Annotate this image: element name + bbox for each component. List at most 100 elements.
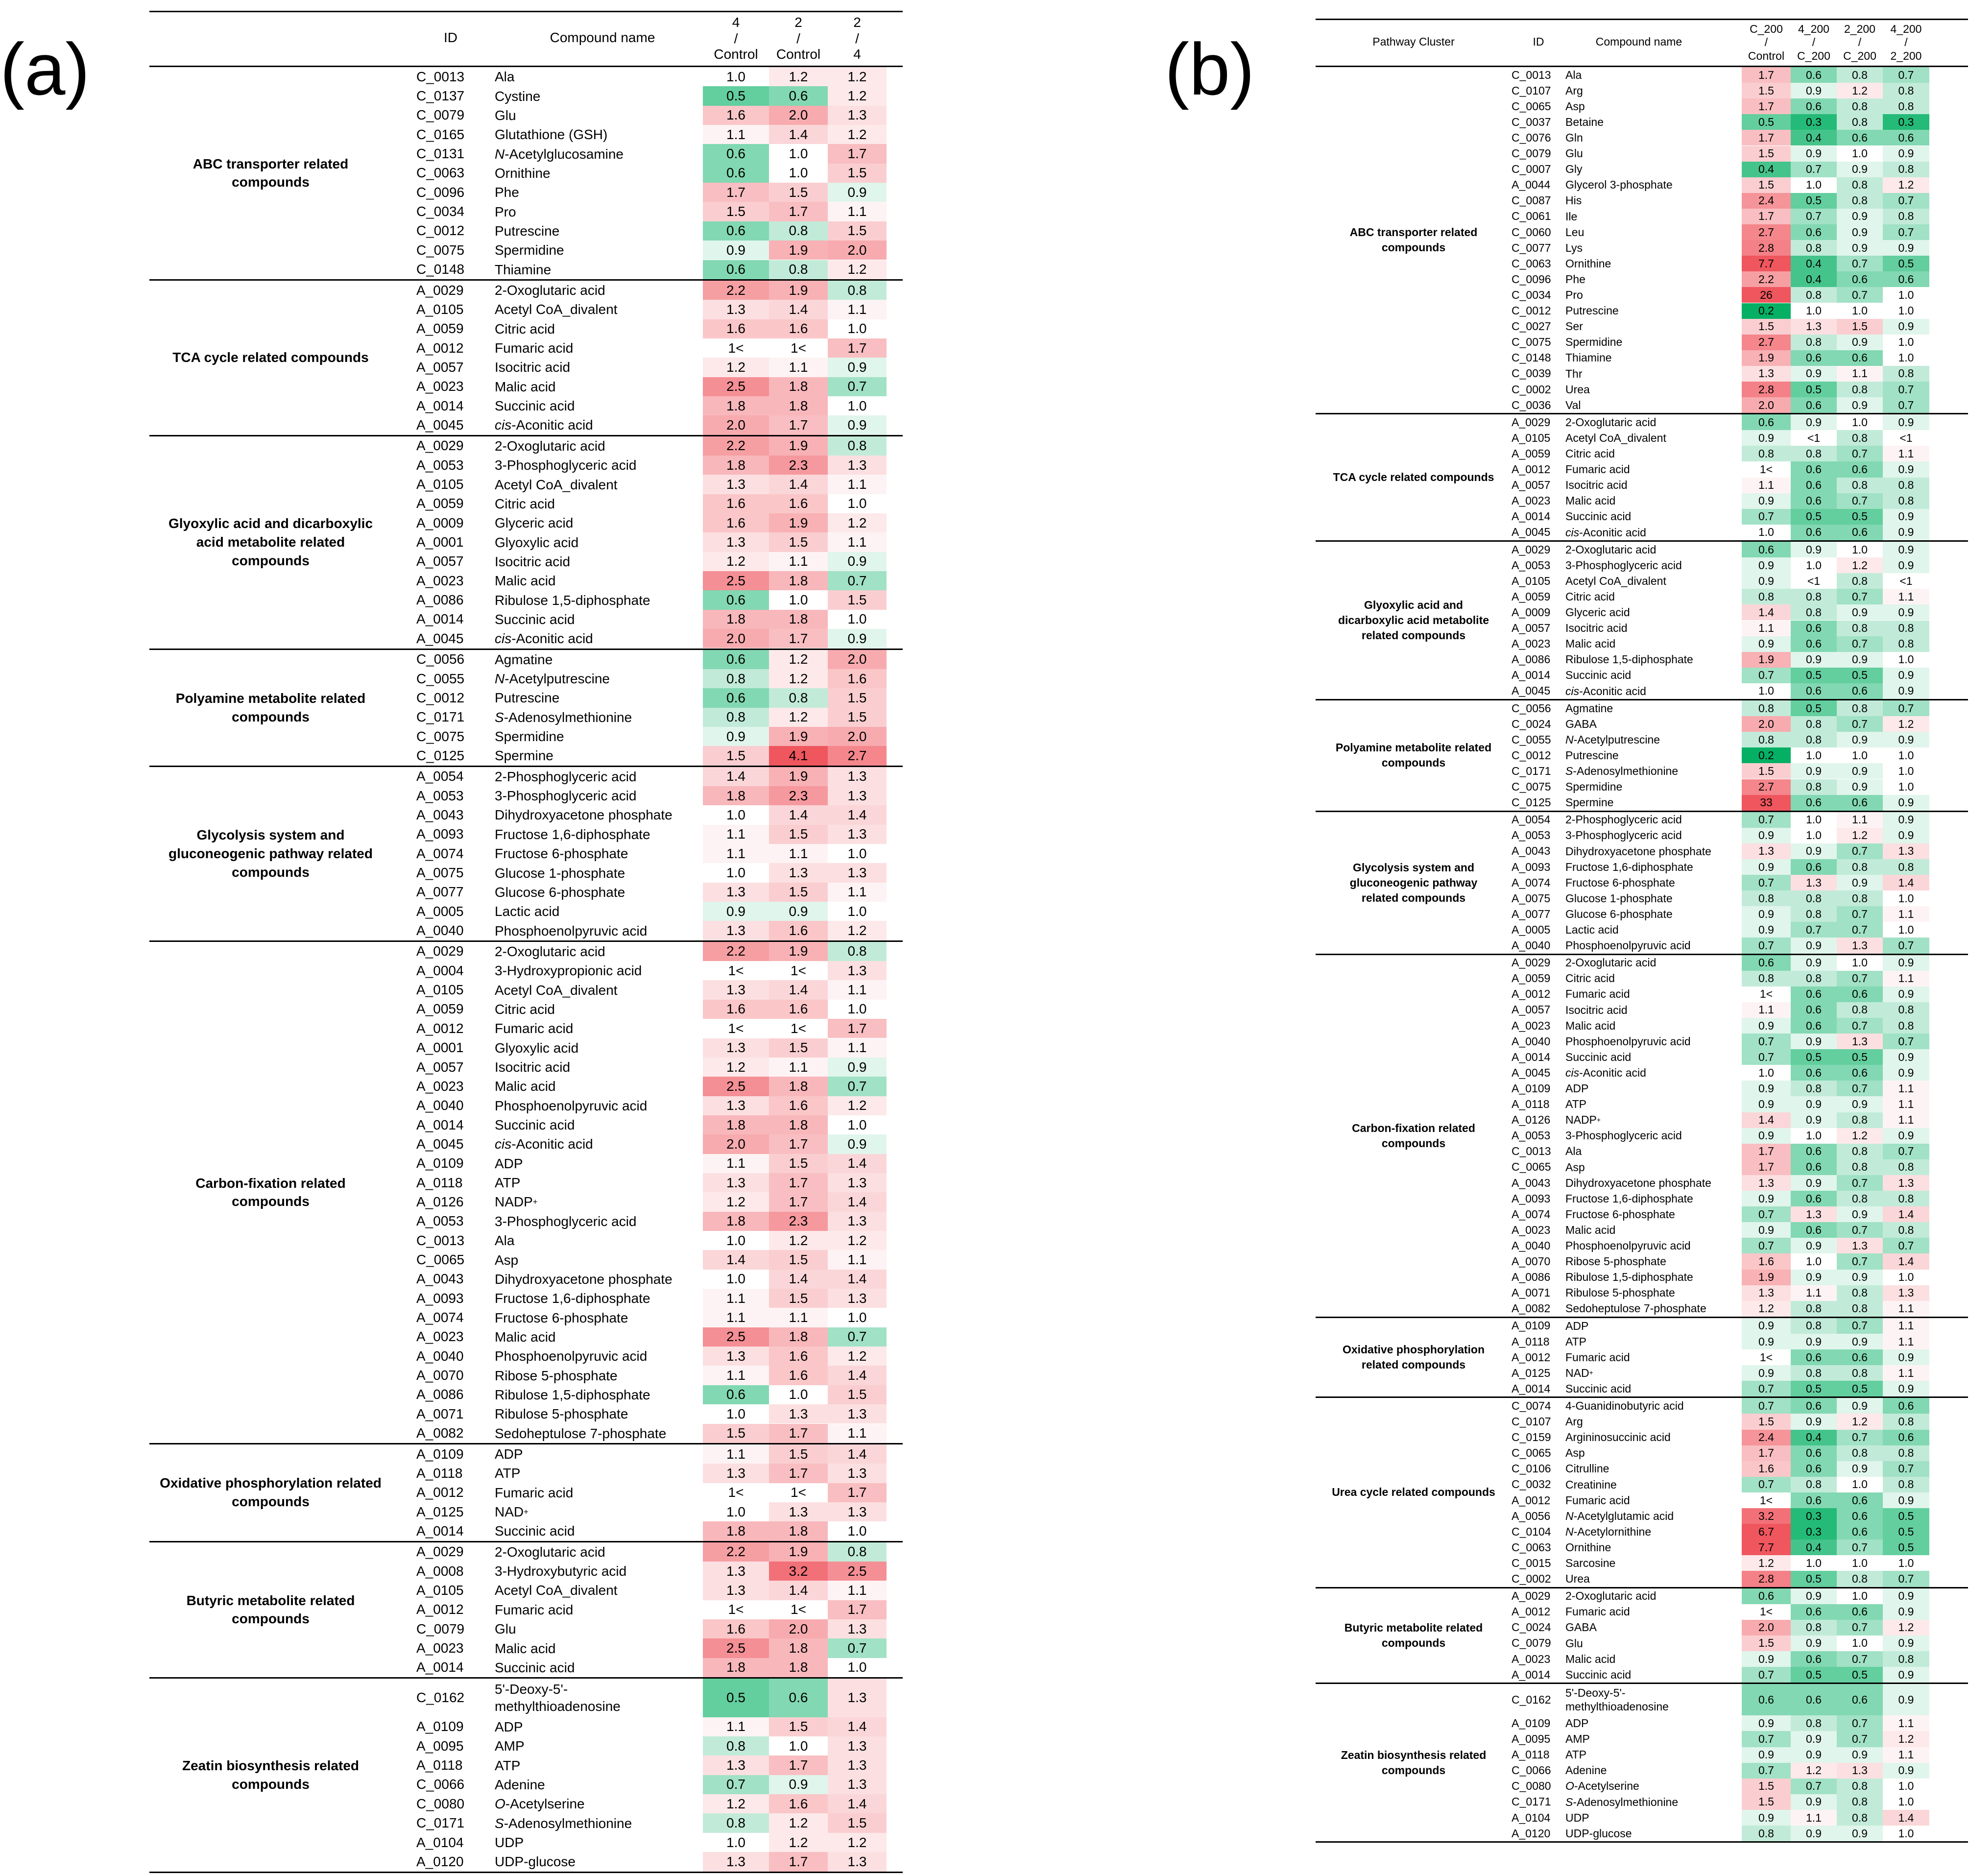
ratio-value: 1.8 bbox=[769, 1638, 828, 1658]
compound-name: UDP bbox=[495, 1835, 524, 1851]
compound-name: NAD + bbox=[1565, 1366, 1593, 1379]
compound-id: C_0056 bbox=[416, 651, 465, 667]
ratio-value: 0.8 bbox=[1791, 1715, 1837, 1732]
ratio-value: 0.7 bbox=[1883, 1571, 1929, 1587]
ratio-value: 0.9 bbox=[1791, 1635, 1837, 1651]
table-row: A_0071 Ribulose 5-phosphate 1.0 1.3 1.3 bbox=[149, 1404, 903, 1424]
ratio-value: 0.9 bbox=[1791, 1112, 1837, 1128]
table-row: A_0023 Malic acid 2.5 1.8 0.7 bbox=[149, 1638, 903, 1658]
ratio-value: 1.3 bbox=[1837, 1034, 1883, 1050]
ratio-value: 0.6 bbox=[1837, 1684, 1883, 1716]
ratio-value: 1.3 bbox=[828, 1852, 887, 1872]
ratio-value: 0.8 bbox=[1837, 1445, 1883, 1461]
compound-id: A_0043 bbox=[416, 807, 464, 822]
ratio-value: 0.6 bbox=[1791, 986, 1837, 1002]
compound-id: A_0014 bbox=[416, 1660, 464, 1675]
compound-name: Fumaric acid bbox=[1565, 1493, 1630, 1507]
compound-name: S -Adenosylmethionine bbox=[495, 709, 632, 725]
compound-name: Glyoxylic acid bbox=[495, 534, 579, 550]
table-row: A_0074 Fructose 6-phosphate 1.1 1.1 1.0 bbox=[149, 843, 903, 864]
compound-name: ADP bbox=[495, 1155, 523, 1171]
ratio-value: 0.7 bbox=[1742, 508, 1791, 525]
compound-name: Succinic acid bbox=[495, 611, 575, 627]
ratio-value: 0.9 bbox=[1837, 875, 1883, 891]
compound-name: cis -Aconitic acid bbox=[495, 631, 593, 647]
ratio-value: 1.7 bbox=[769, 1134, 828, 1154]
ratio-value: 0.9 bbox=[1883, 557, 1929, 574]
compound-id: C_0075 bbox=[1512, 780, 1551, 794]
ratio-value: 0.8 bbox=[1837, 477, 1883, 493]
compound-id: A_0009 bbox=[1512, 605, 1551, 619]
compound-name: ATP bbox=[1565, 1748, 1587, 1761]
table-row: A_0045 cis -Aconitic acid 2.0 1.7 0.9 bbox=[149, 415, 903, 435]
ratio-value: 1.0 bbox=[1791, 1128, 1837, 1144]
compound-name: cis -Aconitic acid bbox=[495, 417, 593, 433]
ratio-value: 0.7 bbox=[1837, 1619, 1883, 1635]
compound-name: Urea bbox=[1565, 383, 1590, 396]
ratio-value: 0.6 bbox=[1791, 1349, 1837, 1366]
compound-id: A_0029 bbox=[416, 438, 464, 454]
ratio-value: 0.9 bbox=[1837, 1747, 1883, 1763]
ratio-value: 1.2 bbox=[769, 1832, 828, 1852]
table-row: A_0082 Sedoheptulose 7-phosphate 1.2 0.8 0.8… bbox=[1316, 1300, 1968, 1317]
ratio-value: 1.7 bbox=[769, 1192, 828, 1212]
table-row: C_0015 Sarcosine 1.2 1.0 1.0 1.0 bbox=[1316, 1555, 1968, 1571]
ratio-value: 1.4 bbox=[828, 1269, 887, 1289]
compound-name: O -Acetylserine bbox=[1565, 1780, 1639, 1793]
ratio-value: 0.9 bbox=[1742, 636, 1791, 652]
ratio-value: 1.5 bbox=[828, 1385, 887, 1405]
table-row: A_0029 2-Oxoglutaric acid 0.6 0.9 1.0 0.9 bbox=[1316, 955, 1968, 971]
ratio-value: 1.2 bbox=[828, 1347, 887, 1366]
group-rule bbox=[149, 1540, 903, 1542]
ratio-value: 1.5 bbox=[769, 1444, 828, 1464]
group-rule bbox=[1316, 953, 1968, 955]
ratio-value: 0.8 bbox=[1837, 1778, 1883, 1794]
table-row: A_0029 2-Oxoglutaric acid 2.2 1.9 0.8 bbox=[149, 280, 903, 300]
ratio-value: 1.4 bbox=[828, 1444, 887, 1464]
compound-name: Fructose 1,6-diphosphate bbox=[495, 1291, 650, 1306]
ratio-value: 1.0 bbox=[1742, 683, 1791, 699]
ratio-value: 0.9 bbox=[703, 241, 769, 260]
ratio-value: 1.0 bbox=[1791, 747, 1837, 764]
table-row: A_0059 Citric acid 1.6 1.6 1.0 bbox=[149, 999, 903, 1019]
ratio-value: 0.4 bbox=[1791, 1539, 1837, 1556]
ratio-value: 0.9 bbox=[1883, 1349, 1929, 1366]
table-row: C_0080 O -Acetylserine 1.2 1.6 1.4 bbox=[149, 1794, 903, 1814]
ratio-value: 1.0 bbox=[1791, 827, 1837, 843]
compound-id: A_0125 bbox=[416, 1504, 464, 1519]
ratio-value: 1.2 bbox=[769, 67, 828, 87]
header-ratio-4: 4_200/2_200 bbox=[1883, 23, 1929, 63]
ratio-value: 1.2 bbox=[828, 260, 887, 279]
header-rule bbox=[1316, 66, 1968, 67]
compound-id: C_0125 bbox=[416, 747, 465, 763]
ratio-value: 0.7 bbox=[1883, 700, 1929, 717]
compound-id: A_0001 bbox=[416, 534, 464, 550]
ratio-value: 0.6 bbox=[1742, 414, 1791, 431]
ratio-value: 0.9 bbox=[1791, 1096, 1837, 1112]
table-row: A_0109 ADP 0.9 0.8 0.7 1.1 bbox=[1316, 1715, 1968, 1732]
table-row: A_0054 2-Phosphoglyceric acid 0.7 1.0 1.1 0.9 bbox=[1316, 812, 1968, 828]
ratio-value: 1.7 bbox=[769, 1464, 828, 1483]
pathway-group: Glycolysis system and gluconeogenic pathw… bbox=[1316, 812, 1968, 954]
ratio-value: 0.6 bbox=[1742, 955, 1791, 971]
ratio-value: 1.9 bbox=[769, 767, 828, 786]
ratio-value: 0.8 bbox=[1837, 1809, 1883, 1826]
compound-name: UDP-glucose bbox=[1565, 1827, 1632, 1840]
compound-name: Malic acid bbox=[1565, 1652, 1616, 1665]
compound-name: AMP bbox=[495, 1738, 525, 1754]
ratio-value: 0.7 bbox=[1837, 1175, 1883, 1191]
ratio-value: 0.8 bbox=[1837, 1300, 1883, 1317]
ratio-value: 0.9 bbox=[1837, 1096, 1883, 1112]
ratio-value: 0.7 bbox=[1791, 922, 1837, 938]
compound-name: Spermine bbox=[1565, 796, 1614, 809]
ratio-value: 0.5 bbox=[1837, 1381, 1883, 1397]
ratio-value: 0.7 bbox=[1883, 397, 1929, 413]
ratio-value: 0.9 bbox=[1742, 906, 1791, 922]
compound-id: A_0012 bbox=[416, 340, 464, 356]
compound-name: UDP-glucose bbox=[495, 1854, 576, 1870]
table-row: A_0126 NADP + 1.2 1.7 1.4 bbox=[149, 1192, 903, 1212]
ratio-value: 1.1 bbox=[769, 358, 828, 377]
ratio-value: 0.2 bbox=[1742, 303, 1791, 319]
ratio-value: 2.7 bbox=[1742, 779, 1791, 795]
ratio-value: 1.1 bbox=[1883, 446, 1929, 462]
